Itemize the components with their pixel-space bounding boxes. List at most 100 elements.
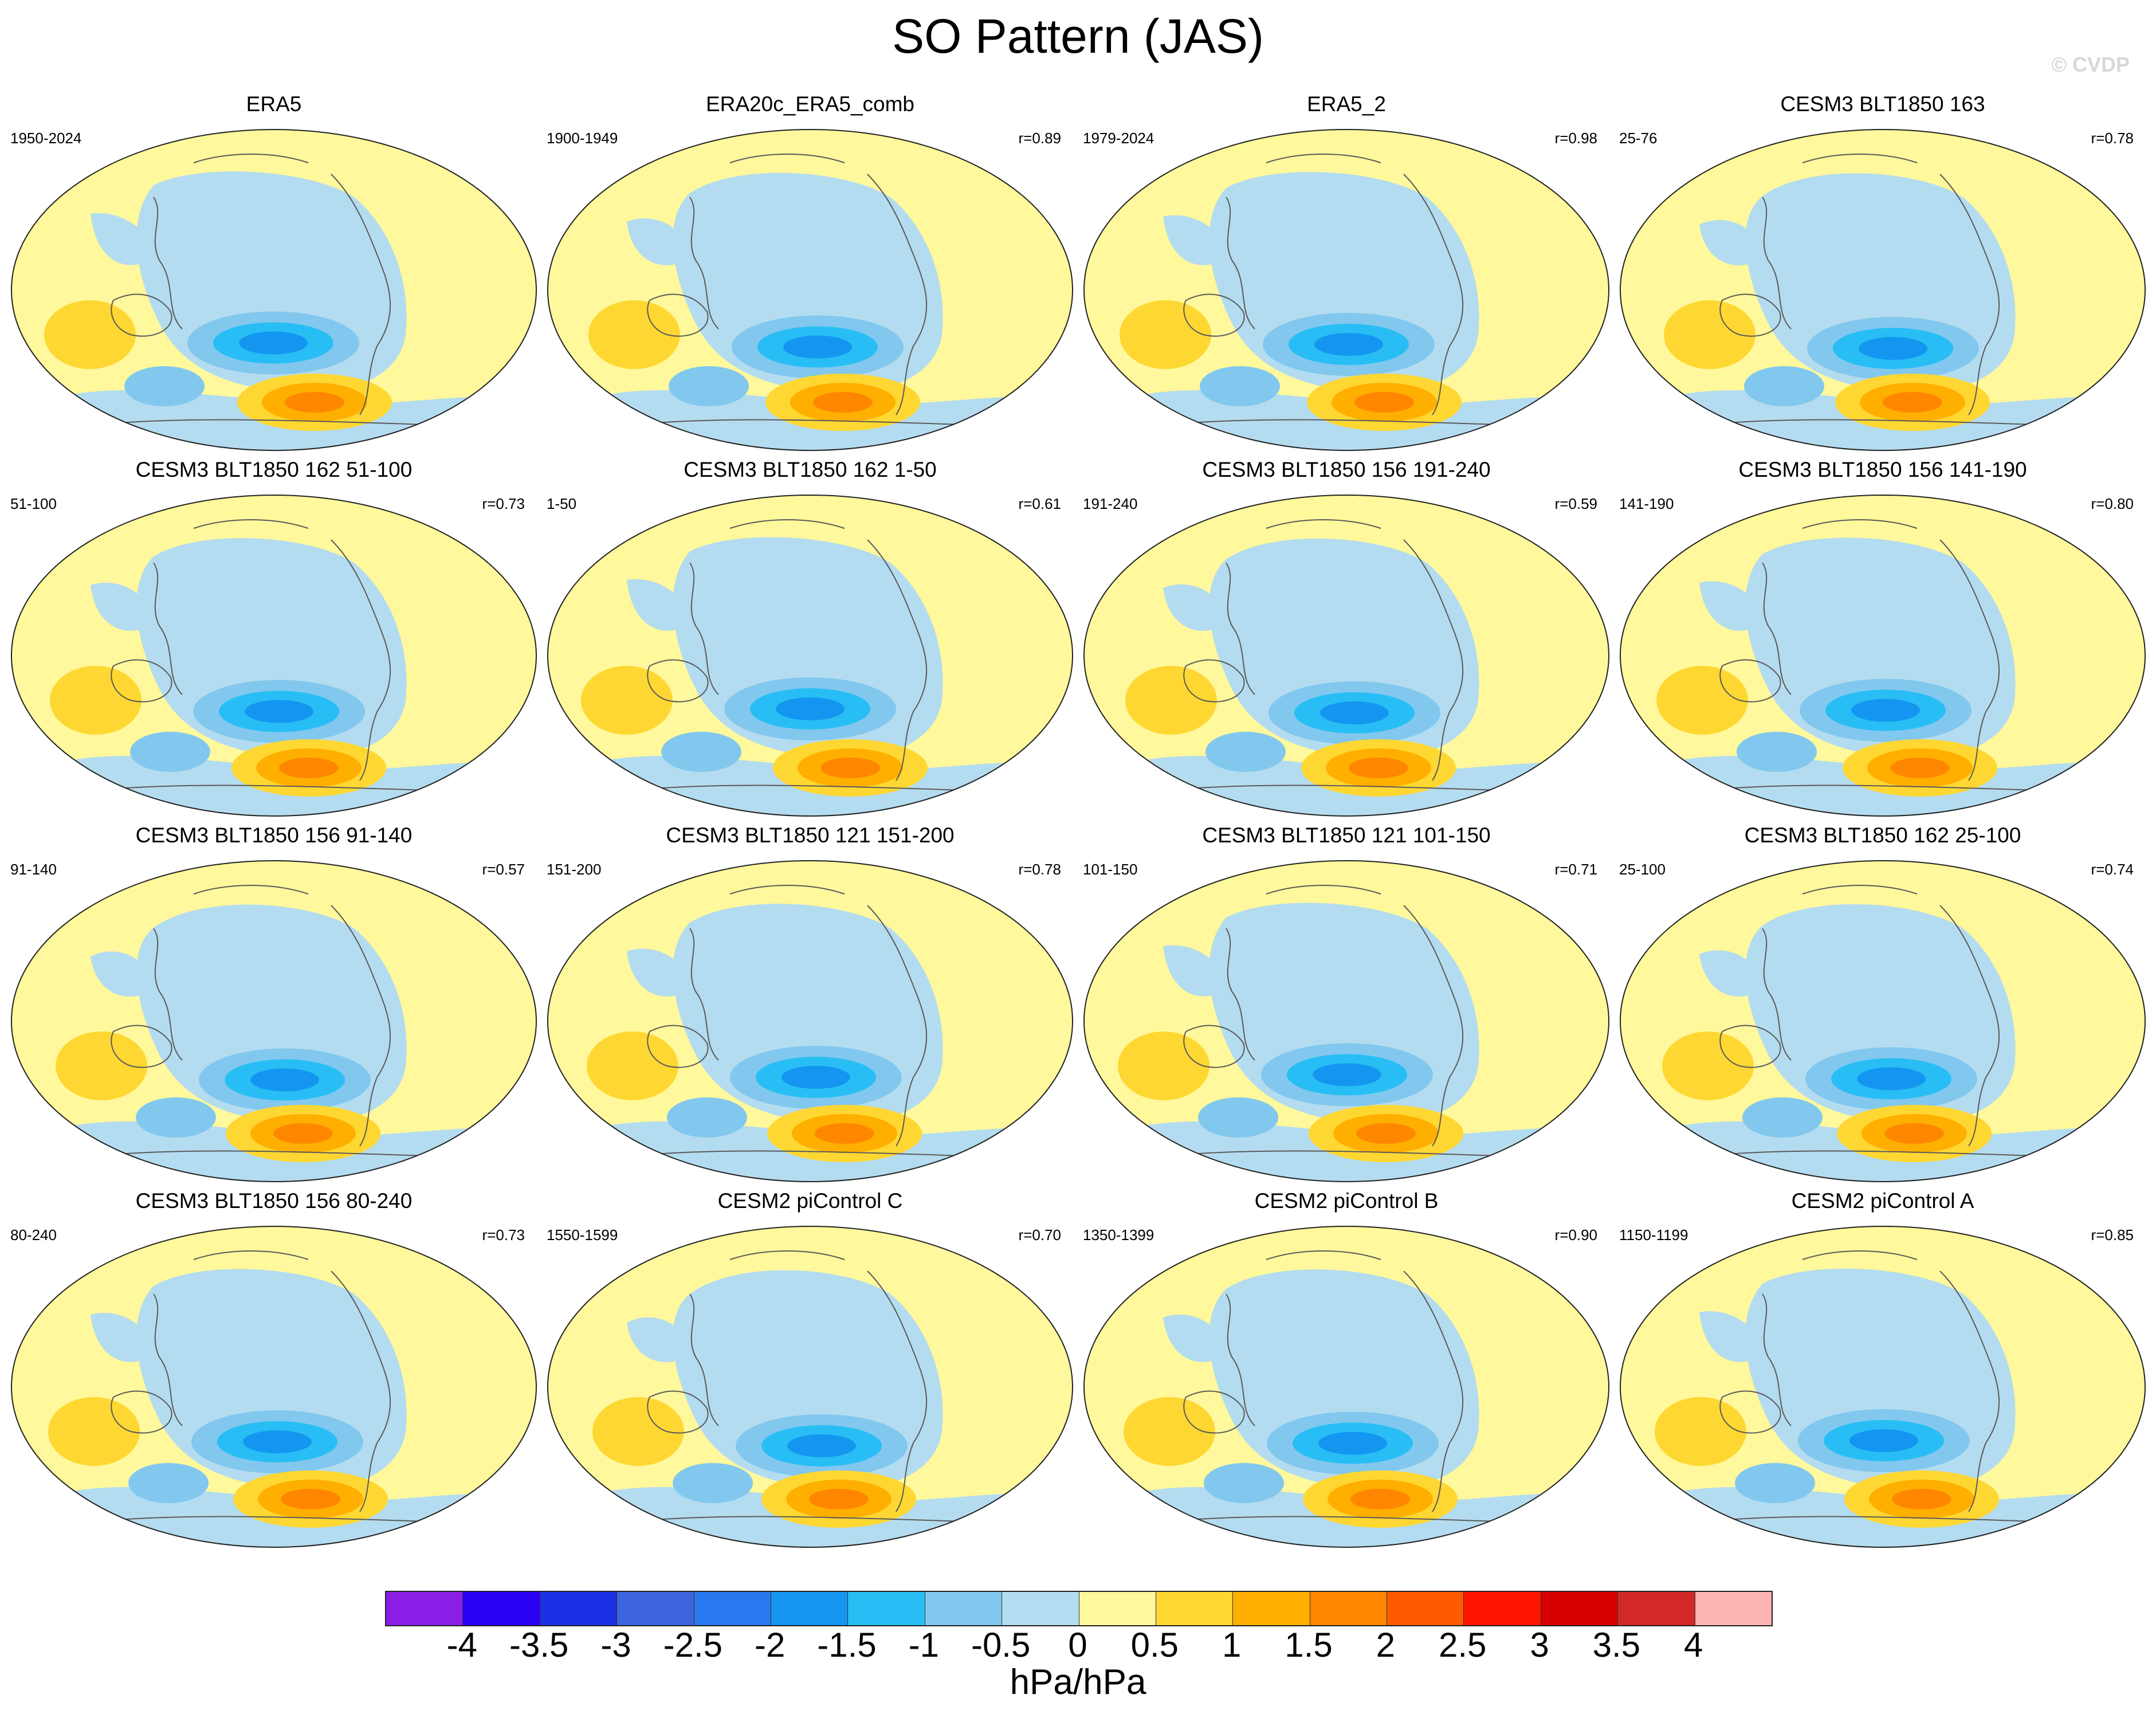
panel-correlation: r=0.71 <box>1554 861 1597 878</box>
panel-correlation: r=0.73 <box>482 495 525 512</box>
map-panel: ERA5_2 1979-2024 r=0.98 <box>1078 92 1615 456</box>
panel-correlation: r=0.80 <box>2091 495 2134 512</box>
colorbar-label: 3 <box>1530 1626 1549 1664</box>
panel-years: 1550-1599 <box>547 1226 618 1244</box>
panel-years: 151-200 <box>547 861 602 878</box>
colorbar-box <box>1541 1592 1619 1625</box>
colorbar-label: 1.5 <box>1285 1626 1333 1664</box>
colorbar-label: -4 <box>446 1626 478 1664</box>
colorbar-label: -2.5 <box>663 1626 723 1664</box>
panel-correlation: r=0.57 <box>482 861 525 878</box>
map-panel: CESM3 BLT1850 156 191-240 191-240 r=0.59 <box>1078 457 1615 822</box>
panel-correlation: r=0.59 <box>1554 495 1597 512</box>
panel-years: 1-50 <box>547 495 577 512</box>
robinson-map <box>11 1226 537 1548</box>
colorbar-labels: -4 -3.5 -3 -2.5 -2 -1.5 -1 -0.5 0 0.5 1 1.5 2 2.5 3 3.5… <box>385 1625 1770 1665</box>
robinson-map <box>1083 860 1609 1182</box>
robinson-map <box>11 860 537 1182</box>
robinson-map <box>547 1226 1073 1548</box>
panel-correlation: r=0.90 <box>1554 1226 1597 1244</box>
robinson-map <box>547 495 1073 817</box>
colorbar-label: -3.5 <box>509 1626 569 1664</box>
colorbar-box <box>925 1592 1003 1625</box>
panel-correlation: r=0.70 <box>1018 1226 1061 1244</box>
colorbar-box <box>1233 1592 1310 1625</box>
panel-title: ERA5_2 <box>1307 92 1386 116</box>
colorbar-label: 1 <box>1222 1626 1242 1664</box>
colorbar-box <box>848 1592 925 1625</box>
map-panel: CESM3 BLT1850 121 151-200 151-200 r=0.78 <box>542 823 1078 1187</box>
robinson-map <box>1620 860 2146 1182</box>
colorbar-label: 4 <box>1683 1626 1703 1664</box>
map-panel: CESM3 BLT1850 163 25-76 r=0.78 <box>1615 92 2151 456</box>
robinson-map <box>547 129 1073 451</box>
robinson-map <box>11 495 537 817</box>
colorbar-box <box>617 1592 694 1625</box>
panel-title: CESM3 BLT1850 162 51-100 <box>135 458 413 481</box>
map-panel: CESM2 piControl B 1350-1399 r=0.90 <box>1078 1189 1615 1553</box>
panel-years: 25-100 <box>1619 861 1666 878</box>
panel-title: CESM3 BLT1850 156 91-140 <box>135 823 413 847</box>
colorbar-box <box>1618 1592 1695 1625</box>
map-panel: CESM2 piControl C 1550-1599 r=0.70 <box>542 1189 1078 1553</box>
figure-title: SO Pattern (JAS) <box>892 9 1264 63</box>
panel-title: CESM3 BLT1850 162 25-100 <box>1744 823 2021 847</box>
panel-correlation: r=0.89 <box>1018 130 1061 147</box>
robinson-map <box>547 860 1073 1182</box>
panel-correlation: r=0.78 <box>2091 130 2134 147</box>
colorbar-box <box>1002 1592 1079 1625</box>
colorbar <box>385 1591 1773 1626</box>
panel-years: 1350-1399 <box>1083 1226 1154 1244</box>
colorbar-box <box>694 1592 771 1625</box>
colorbar-box <box>1079 1592 1156 1625</box>
panel-years: 51-100 <box>10 495 57 512</box>
panel-years: 80-240 <box>10 1226 57 1244</box>
map-panel: CESM3 BLT1850 162 25-100 25-100 r=0.74 <box>1615 823 2151 1187</box>
map-panel: CESM2 piControl A 1150-1199 r=0.85 <box>1615 1189 2151 1553</box>
robinson-map <box>1620 1226 2146 1548</box>
colorbar-box <box>1156 1592 1234 1625</box>
panel-title: CESM3 BLT1850 163 <box>1780 92 1985 116</box>
colorbar-box <box>1695 1592 1772 1625</box>
panel-years: 1950-2024 <box>10 130 82 147</box>
panel-years: 1150-1199 <box>1619 1226 1688 1244</box>
panel-title: CESM3 BLT1850 121 151-200 <box>666 823 955 847</box>
panel-years: 191-240 <box>1083 495 1138 512</box>
panel-title: ERA5 <box>246 92 302 116</box>
map-panel: CESM3 BLT1850 121 101-150 101-150 r=0.71 <box>1078 823 1615 1187</box>
map-panel: CESM3 BLT1850 156 141-190 141-190 r=0.80 <box>1615 457 2151 822</box>
panel-title: CESM2 piControl B <box>1254 1189 1439 1213</box>
panel-title: ERA20c_ERA5_comb <box>705 92 915 116</box>
colorbar-label: 0.5 <box>1130 1626 1179 1664</box>
colorbar-box <box>386 1592 464 1625</box>
panel-years: 1979-2024 <box>1083 130 1154 147</box>
robinson-map <box>1620 495 2146 817</box>
panel-years: 101-150 <box>1083 861 1138 878</box>
panel-correlation: r=0.78 <box>1018 861 1061 878</box>
robinson-map <box>11 129 537 451</box>
panel-correlation: r=0.73 <box>482 1226 525 1244</box>
colorbar-label: -1 <box>908 1626 940 1664</box>
colorbar-units: hPa/hPa <box>1010 1662 1146 1702</box>
robinson-map <box>1083 1226 1609 1548</box>
colorbar-box <box>1387 1592 1464 1625</box>
colorbar-label: 0 <box>1068 1626 1087 1664</box>
panel-years: 91-140 <box>10 861 57 878</box>
panel-correlation: r=0.74 <box>2091 861 2134 878</box>
panel-years: 25-76 <box>1619 130 1658 147</box>
robinson-map <box>1083 129 1609 451</box>
panel-title: CESM3 BLT1850 156 191-240 <box>1202 458 1491 481</box>
colorbar-box <box>1464 1592 1541 1625</box>
panel-title: CESM2 piControl A <box>1791 1189 1974 1213</box>
robinson-map <box>1083 495 1609 817</box>
panel-grid: ERA5 1950-2024 ERA20c_ERA5_comb 1900-1949 r=… <box>6 92 2150 1553</box>
colorbar-label: -2 <box>754 1626 786 1664</box>
panel-title: CESM3 BLT1850 162 1-50 <box>684 458 937 481</box>
panel-correlation: r=0.85 <box>2091 1226 2134 1244</box>
panel-years: 141-190 <box>1619 495 1674 512</box>
panel-title: CESM3 BLT1850 156 80-240 <box>135 1189 413 1213</box>
map-panel: CESM3 BLT1850 162 1-50 1-50 r=0.61 <box>542 457 1078 822</box>
map-panel: ERA20c_ERA5_comb 1900-1949 r=0.89 <box>542 92 1078 456</box>
map-panel: ERA5 1950-2024 <box>6 92 542 456</box>
map-panel: CESM3 BLT1850 162 51-100 51-100 r=0.73 <box>6 457 542 822</box>
